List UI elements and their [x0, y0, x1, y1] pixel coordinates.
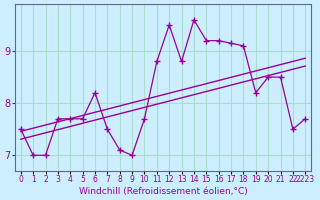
X-axis label: Windchill (Refroidissement éolien,°C): Windchill (Refroidissement éolien,°C): [79, 187, 247, 196]
